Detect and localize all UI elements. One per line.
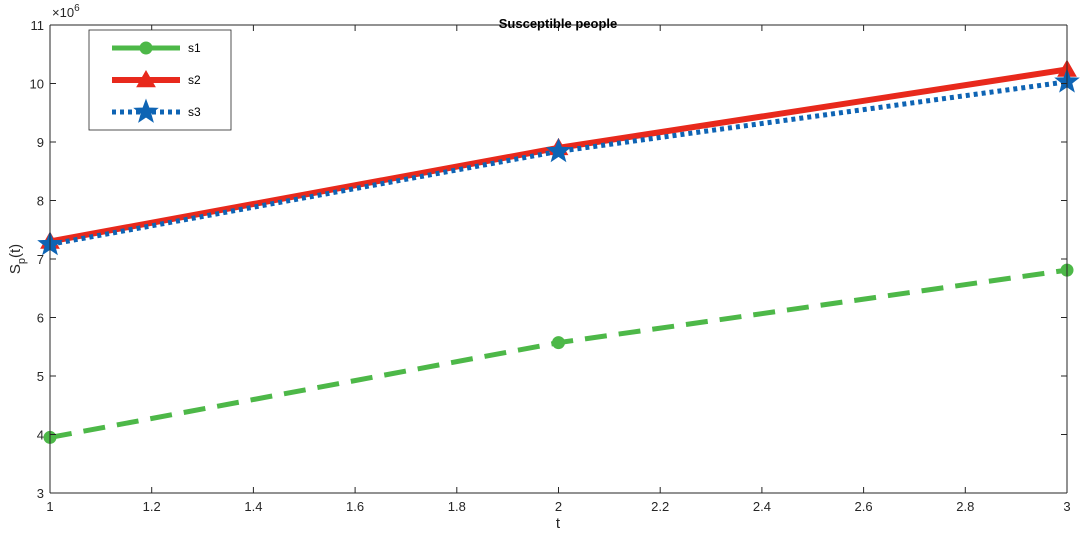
y-axis-label: Sp(t)	[7, 244, 28, 274]
series-layer	[37, 59, 1080, 444]
x-tick-label: 1.2	[143, 499, 161, 514]
y-multiplier-exponent: 6	[74, 3, 80, 14]
legend-label-s1: s1	[188, 41, 201, 55]
legend-entries: s1 s2 s3	[112, 41, 201, 123]
data-point-s1	[552, 336, 565, 350]
y-multiplier-base: ×10	[52, 5, 74, 20]
y-axis-label-sub: p	[16, 258, 28, 264]
y-tick-label: 9	[37, 135, 44, 150]
x-tick-label: 2.6	[855, 499, 873, 514]
y-axis-label-main: S	[7, 264, 24, 274]
legend-item-s2: s2	[112, 69, 201, 88]
series-line-s3	[49, 79, 1068, 247]
y-multiplier-label: ×106	[52, 3, 80, 20]
legend: s1 s2 s3	[88, 29, 232, 131]
x-tick-label: 1	[46, 499, 53, 514]
x-tick-label: 1.4	[244, 499, 262, 514]
legend-label-s2: s2	[188, 73, 201, 87]
y-tick-label: 8	[37, 194, 44, 209]
x-tick-label: 2	[555, 499, 562, 514]
y-tick-label: 7	[37, 252, 44, 267]
legend-item-s1: s1	[112, 41, 201, 55]
y-tick-label: 4	[37, 428, 44, 443]
x-tick-label: 2.2	[651, 499, 669, 514]
x-tick-label: 2.4	[753, 499, 771, 514]
x-tick-label: 3	[1063, 499, 1070, 514]
legend-label-s3: s3	[188, 105, 201, 119]
y-tick-label: 5	[37, 369, 44, 384]
y-tick-label: 6	[37, 311, 44, 326]
legend-marker-s2	[136, 69, 156, 88]
legend-marker-s1	[139, 41, 153, 55]
y-tick-label: 3	[37, 486, 44, 501]
data-point-s3	[545, 137, 572, 163]
x-tick-label: 2.8	[956, 499, 974, 514]
x-tick-label: 1.8	[448, 499, 466, 514]
x-tick-label: 1.6	[346, 499, 364, 514]
legend-item-s3: s3	[112, 98, 201, 123]
y-tick-label: 11	[31, 18, 45, 33]
x-axis-label: t	[556, 515, 561, 532]
y-tick-label: 10	[30, 77, 44, 92]
chart-title: Susceptible people	[499, 16, 617, 31]
ticks-layer: 1 1.2 1.4 1.6 1.8 2 2.2 2.4 2.6 2.8 3 3 4 5 6 7 8 9 10 11	[30, 18, 1071, 514]
legend-marker-s3	[133, 98, 159, 123]
y-axis-label-tail: (t)	[7, 244, 24, 258]
